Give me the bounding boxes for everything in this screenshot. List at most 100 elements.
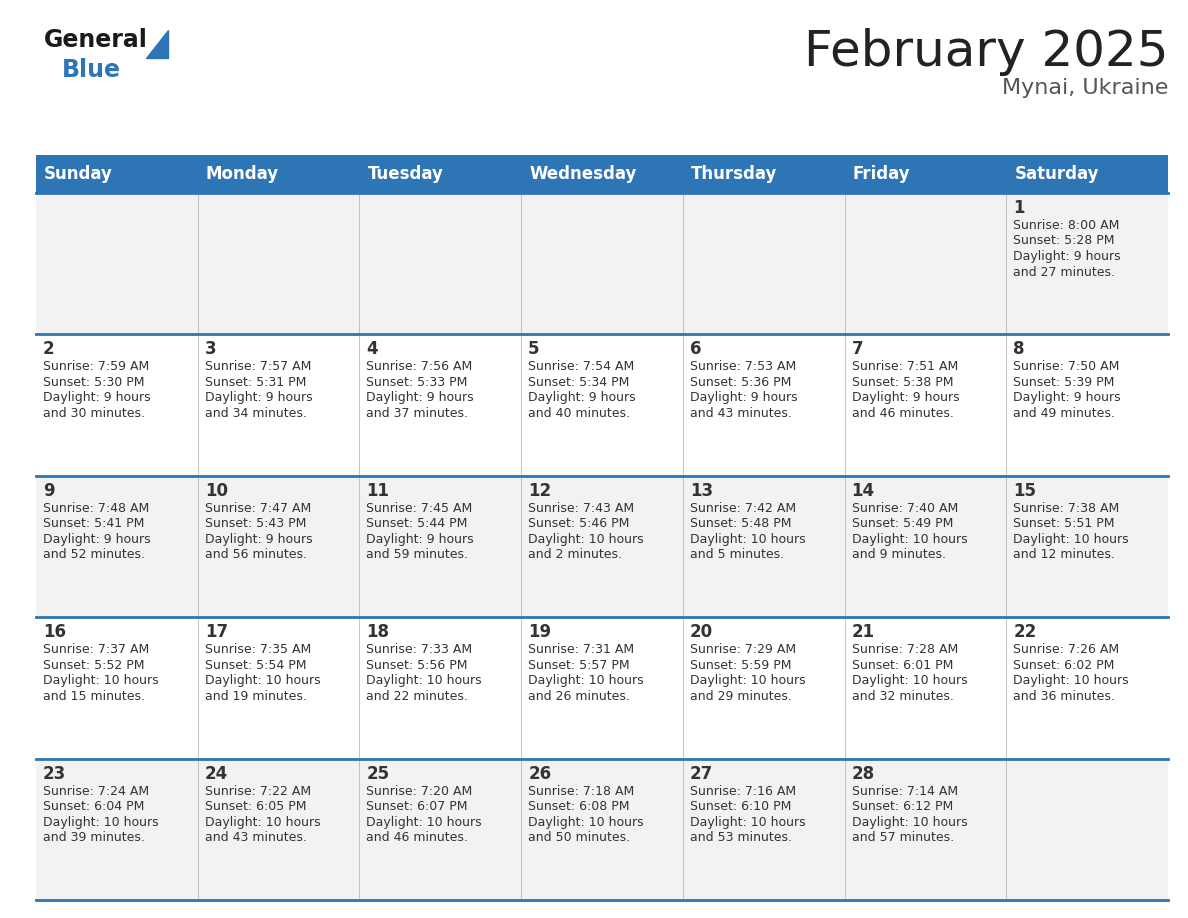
Text: 19: 19 — [529, 623, 551, 641]
Text: Daylight: 10 hours: Daylight: 10 hours — [1013, 674, 1129, 688]
Text: Sunset: 6:12 PM: Sunset: 6:12 PM — [852, 800, 953, 813]
Text: Sunset: 6:10 PM: Sunset: 6:10 PM — [690, 800, 791, 813]
Bar — [522, 334, 683, 476]
Text: 5: 5 — [529, 341, 539, 358]
Text: Sunset: 5:36 PM: Sunset: 5:36 PM — [690, 375, 791, 389]
Text: Sunrise: 7:33 AM: Sunrise: 7:33 AM — [366, 644, 473, 656]
Text: and 2 minutes.: and 2 minutes. — [529, 548, 623, 561]
Text: Sunrise: 7:31 AM: Sunrise: 7:31 AM — [529, 644, 634, 656]
Text: Sunset: 5:41 PM: Sunset: 5:41 PM — [43, 518, 145, 531]
Text: General: General — [44, 28, 147, 52]
Text: Daylight: 10 hours: Daylight: 10 hours — [366, 815, 482, 829]
Text: and 37 minutes.: and 37 minutes. — [366, 407, 468, 420]
Text: and 29 minutes.: and 29 minutes. — [690, 689, 791, 702]
Bar — [36, 758, 197, 900]
Bar — [845, 476, 1006, 617]
Text: and 56 minutes.: and 56 minutes. — [204, 548, 307, 561]
Bar — [683, 758, 845, 900]
Text: Daylight: 10 hours: Daylight: 10 hours — [366, 674, 482, 688]
Text: and 46 minutes.: and 46 minutes. — [366, 831, 468, 844]
Text: and 53 minutes.: and 53 minutes. — [690, 831, 792, 844]
Bar — [522, 476, 683, 617]
Text: Daylight: 10 hours: Daylight: 10 hours — [204, 674, 321, 688]
Text: 7: 7 — [852, 341, 864, 358]
Text: Sunrise: 7:26 AM: Sunrise: 7:26 AM — [1013, 644, 1119, 656]
Text: 17: 17 — [204, 623, 228, 641]
Text: Tuesday: Tuesday — [367, 165, 443, 183]
Text: Daylight: 10 hours: Daylight: 10 hours — [852, 674, 967, 688]
Text: 10: 10 — [204, 482, 228, 499]
Text: Sunset: 5:31 PM: Sunset: 5:31 PM — [204, 375, 307, 389]
Text: and 34 minutes.: and 34 minutes. — [204, 407, 307, 420]
Text: Daylight: 9 hours: Daylight: 9 hours — [529, 391, 636, 405]
Text: Daylight: 10 hours: Daylight: 10 hours — [529, 815, 644, 829]
Text: 9: 9 — [43, 482, 55, 499]
Text: Sunrise: 7:22 AM: Sunrise: 7:22 AM — [204, 785, 311, 798]
Text: and 27 minutes.: and 27 minutes. — [1013, 265, 1116, 278]
Bar — [1006, 476, 1168, 617]
Text: Sunset: 5:33 PM: Sunset: 5:33 PM — [366, 375, 468, 389]
Text: 2: 2 — [43, 341, 55, 358]
Text: and 9 minutes.: and 9 minutes. — [852, 548, 946, 561]
Text: Daylight: 9 hours: Daylight: 9 hours — [366, 391, 474, 405]
Text: Thursday: Thursday — [691, 165, 777, 183]
Text: Daylight: 9 hours: Daylight: 9 hours — [1013, 391, 1121, 405]
Text: Sunset: 5:51 PM: Sunset: 5:51 PM — [1013, 518, 1114, 531]
Bar — [197, 758, 360, 900]
Bar — [522, 758, 683, 900]
Text: and 15 minutes.: and 15 minutes. — [43, 689, 145, 702]
Text: Daylight: 9 hours: Daylight: 9 hours — [366, 532, 474, 546]
Bar — [845, 334, 1006, 476]
Text: Sunset: 5:49 PM: Sunset: 5:49 PM — [852, 518, 953, 531]
Text: and 22 minutes.: and 22 minutes. — [366, 689, 468, 702]
Text: and 30 minutes.: and 30 minutes. — [43, 407, 145, 420]
Bar — [845, 193, 1006, 334]
Text: 21: 21 — [852, 623, 874, 641]
Bar — [1006, 617, 1168, 758]
Text: Sunset: 5:43 PM: Sunset: 5:43 PM — [204, 518, 307, 531]
Text: 3: 3 — [204, 341, 216, 358]
Text: Mynai, Ukraine: Mynai, Ukraine — [1001, 78, 1168, 98]
Text: Sunset: 5:57 PM: Sunset: 5:57 PM — [529, 659, 630, 672]
Text: 25: 25 — [366, 765, 390, 783]
Text: and 32 minutes.: and 32 minutes. — [852, 689, 954, 702]
Text: 16: 16 — [43, 623, 67, 641]
Text: Sunset: 6:04 PM: Sunset: 6:04 PM — [43, 800, 145, 813]
Bar — [36, 334, 197, 476]
Bar — [1006, 334, 1168, 476]
Text: and 19 minutes.: and 19 minutes. — [204, 689, 307, 702]
Text: Daylight: 9 hours: Daylight: 9 hours — [43, 391, 151, 405]
Text: 8: 8 — [1013, 341, 1025, 358]
Text: Monday: Monday — [206, 165, 279, 183]
Text: Sunrise: 7:24 AM: Sunrise: 7:24 AM — [43, 785, 150, 798]
Text: Sunrise: 7:42 AM: Sunrise: 7:42 AM — [690, 502, 796, 515]
Text: Daylight: 9 hours: Daylight: 9 hours — [204, 391, 312, 405]
Text: Sunset: 5:56 PM: Sunset: 5:56 PM — [366, 659, 468, 672]
Bar — [360, 193, 522, 334]
Text: Sunset: 5:39 PM: Sunset: 5:39 PM — [1013, 375, 1114, 389]
Bar — [1006, 155, 1168, 193]
Text: 26: 26 — [529, 765, 551, 783]
Bar — [683, 334, 845, 476]
Text: and 46 minutes.: and 46 minutes. — [852, 407, 954, 420]
Text: Daylight: 9 hours: Daylight: 9 hours — [204, 532, 312, 546]
Bar — [360, 476, 522, 617]
Text: Sunset: 5:46 PM: Sunset: 5:46 PM — [529, 518, 630, 531]
Text: 23: 23 — [43, 765, 67, 783]
Text: 24: 24 — [204, 765, 228, 783]
Text: Sunrise: 7:50 AM: Sunrise: 7:50 AM — [1013, 361, 1119, 374]
Text: Sunset: 5:38 PM: Sunset: 5:38 PM — [852, 375, 953, 389]
Text: Sunrise: 8:00 AM: Sunrise: 8:00 AM — [1013, 219, 1119, 232]
Text: Sunrise: 7:43 AM: Sunrise: 7:43 AM — [529, 502, 634, 515]
Text: 28: 28 — [852, 765, 874, 783]
Text: Sunrise: 7:53 AM: Sunrise: 7:53 AM — [690, 361, 796, 374]
Text: and 49 minutes.: and 49 minutes. — [1013, 407, 1116, 420]
Text: 18: 18 — [366, 623, 390, 641]
Text: Sunrise: 7:51 AM: Sunrise: 7:51 AM — [852, 361, 958, 374]
Bar — [845, 758, 1006, 900]
Text: 15: 15 — [1013, 482, 1036, 499]
Text: Sunrise: 7:56 AM: Sunrise: 7:56 AM — [366, 361, 473, 374]
Polygon shape — [146, 30, 168, 58]
Text: Daylight: 10 hours: Daylight: 10 hours — [852, 532, 967, 546]
Text: Daylight: 10 hours: Daylight: 10 hours — [43, 815, 159, 829]
